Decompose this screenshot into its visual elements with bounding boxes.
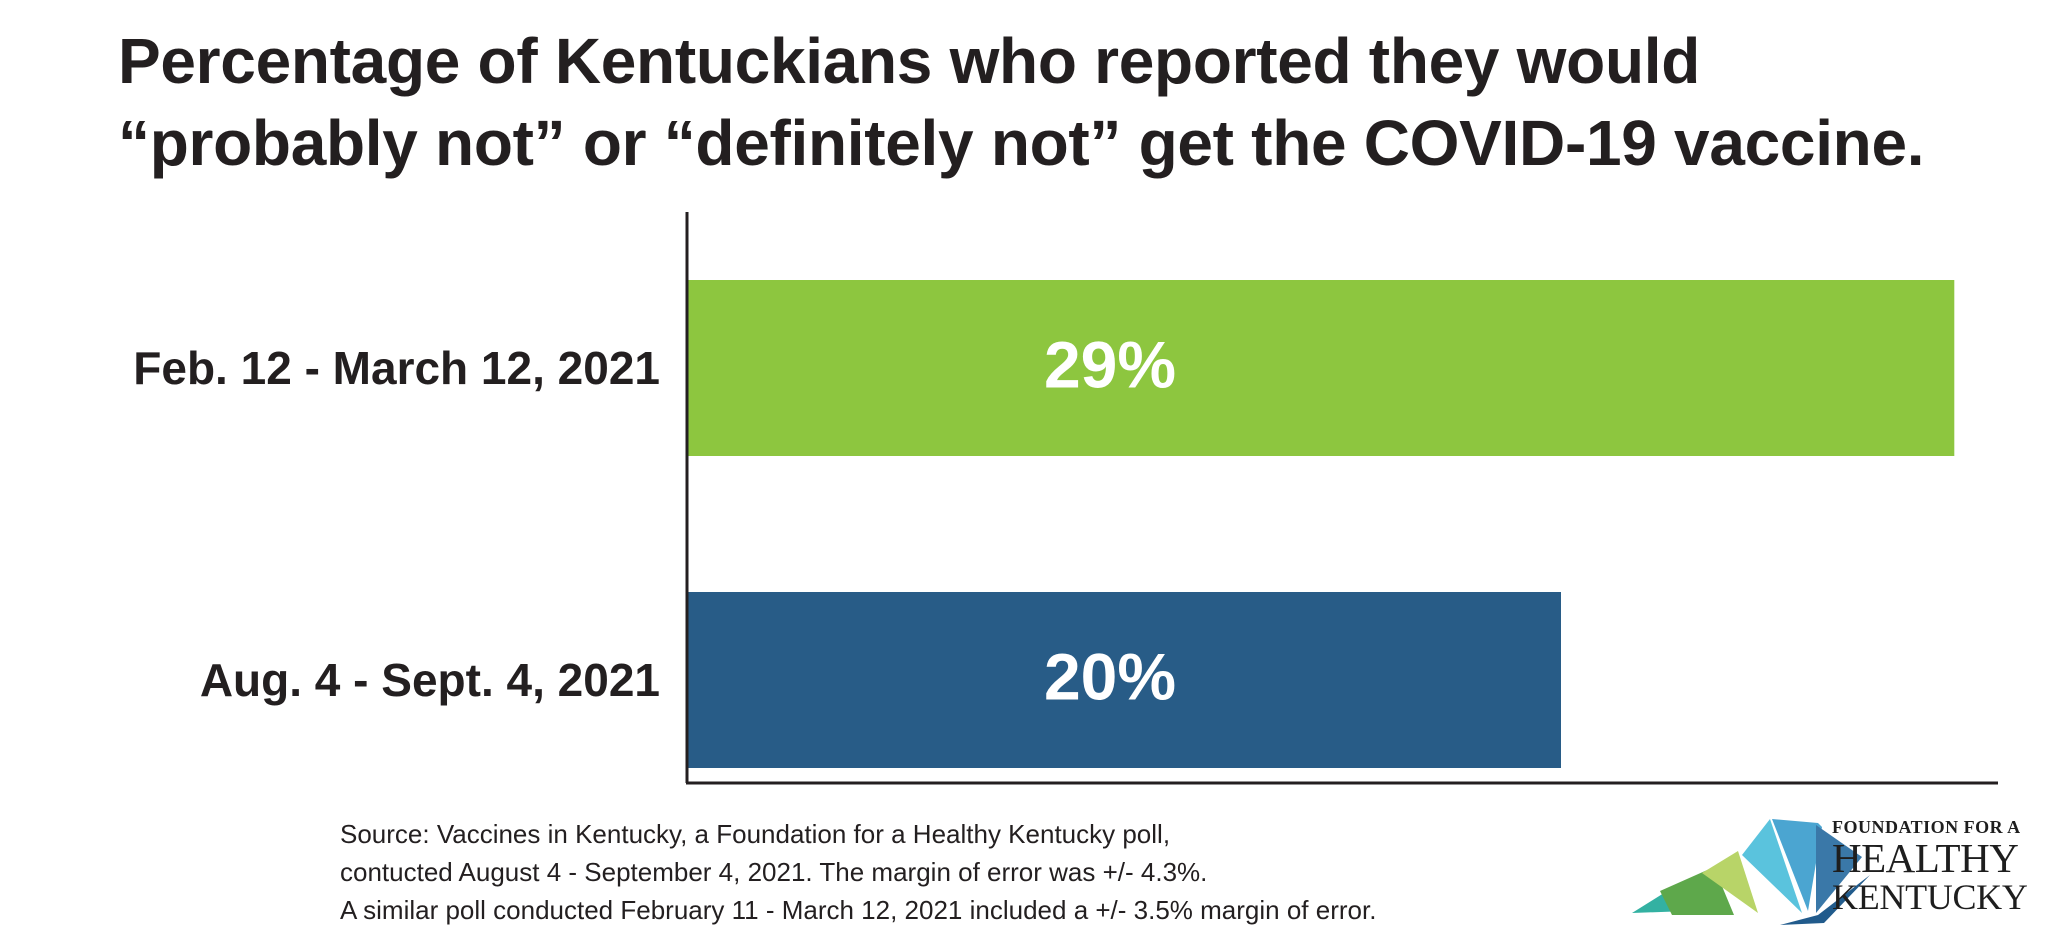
chart-title-line-1: Percentage of Kentuckians who reported t… — [118, 25, 1701, 97]
bar-value-label-2: 20% — [1044, 639, 1176, 713]
source-line-1: Source: Vaccines in Kentucky, a Foundati… — [340, 819, 1171, 849]
bar-2 — [687, 592, 1561, 768]
logo-line-3: KENTUCKY — [1832, 877, 2028, 917]
category-label-1: Feb. 12 - March 12, 2021 — [133, 342, 660, 394]
chart-title: Percentage of Kentuckians who reported t… — [118, 20, 2038, 184]
bar-chart: 29% Feb. 12 - March 12, 2021 20% Aug. 4 - S… — [133, 212, 1998, 785]
bar-value-label-1: 29% — [1044, 327, 1176, 401]
category-label-2: Aug. 4 - Sept. 4, 2021 — [200, 654, 660, 706]
bar-1 — [687, 280, 1955, 456]
source-line-3: A similar poll conducted February 11 - M… — [340, 895, 1377, 925]
chart-title-line-2: “probably not” or “definitely not” get t… — [118, 107, 1925, 179]
foundation-logo-text: FOUNDATION FOR A HEALTHY KENTUCKY — [1832, 818, 2028, 915]
logo-line-2: HEALTHY — [1832, 835, 2019, 881]
source-note: Source: Vaccines in Kentucky, a Foundati… — [340, 815, 1376, 929]
foundation-logo-icon — [1632, 819, 1870, 925]
source-line-2: contucted August 4 - September 4, 2021. … — [340, 857, 1208, 887]
logo-line-1: FOUNDATION FOR A — [1832, 817, 2021, 837]
